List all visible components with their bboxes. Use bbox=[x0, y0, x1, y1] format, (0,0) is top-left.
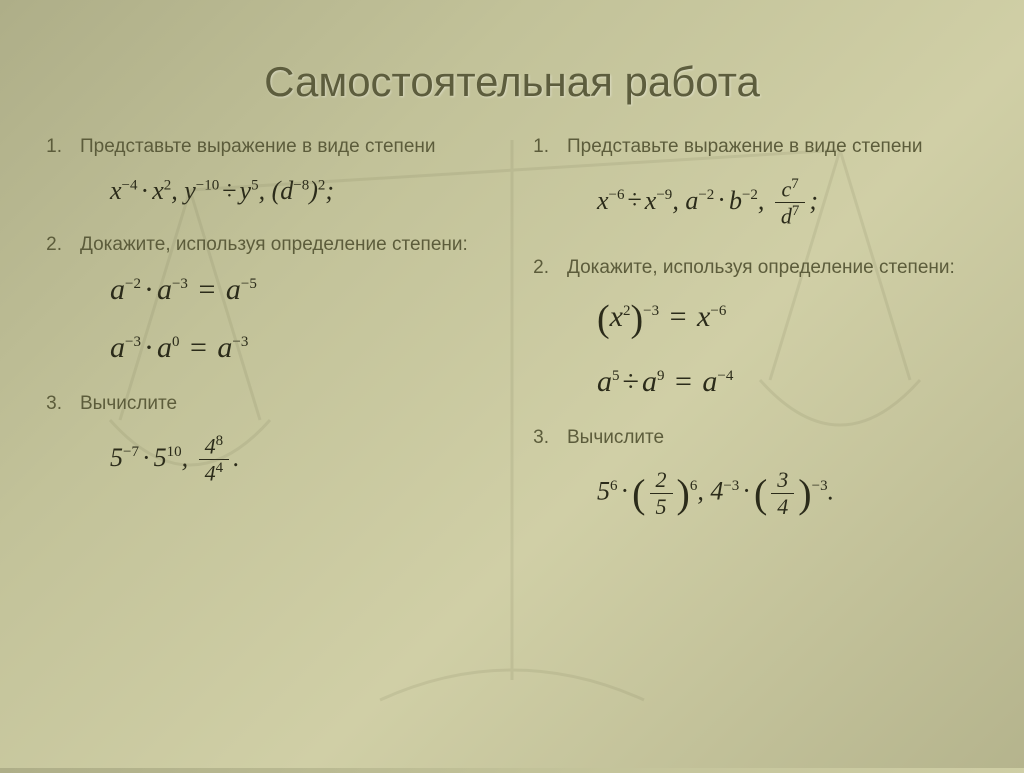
right-column: 1. Представьте выражение в виде степени … bbox=[527, 134, 984, 546]
item-text: Представьте выражение в виде степени bbox=[567, 134, 984, 160]
right-q2-formula-1: (x2)−3 = x−6 bbox=[527, 289, 984, 357]
left-q2-formula-1: a−2·a−3 = a−5 bbox=[40, 265, 497, 323]
item-text: Представьте выражение в виде степени bbox=[80, 134, 497, 160]
right-q3-formula: 56·(25)6, 4−3·(34)−3. bbox=[527, 459, 984, 546]
item-number: 2. bbox=[527, 255, 549, 281]
right-q1-formula: x−6÷x−9, a−2·b−2, c7d7; bbox=[527, 168, 984, 256]
item-number: 3. bbox=[527, 425, 549, 451]
item-text: Докажите, используя определение степени: bbox=[567, 255, 984, 281]
right-q3: 3. Вычислите bbox=[527, 425, 984, 451]
left-q2-formula-2: a−3·a0 = a−3 bbox=[40, 323, 497, 391]
item-number: 2. bbox=[40, 232, 62, 258]
item-number: 1. bbox=[527, 134, 549, 160]
columns: 1. Представьте выражение в виде степени … bbox=[0, 134, 1024, 546]
item-text: Вычислите bbox=[80, 391, 497, 417]
right-q2-formula-2: a5÷a9 = a−4 bbox=[527, 357, 984, 425]
left-q1-formula: x−4·x2, y−10÷y5, (d−8)2; bbox=[40, 168, 497, 232]
left-column: 1. Представьте выражение в виде степени … bbox=[40, 134, 497, 546]
left-q1: 1. Представьте выражение в виде степени bbox=[40, 134, 497, 160]
item-number: 1. bbox=[40, 134, 62, 160]
item-text: Вычислите bbox=[567, 425, 984, 451]
right-q2: 2. Докажите, используя определение степе… bbox=[527, 255, 984, 281]
slide-title: Самостоятельная работа bbox=[0, 0, 1024, 134]
item-text: Докажите, используя определение степени: bbox=[80, 232, 497, 258]
left-q2: 2. Докажите, используя определение степе… bbox=[40, 232, 497, 258]
left-q3: 3. Вычислите bbox=[40, 391, 497, 417]
item-number: 3. bbox=[40, 391, 62, 417]
left-q3-formula: 5−7·510, 4844. bbox=[40, 425, 497, 513]
right-q1: 1. Представьте выражение в виде степени bbox=[527, 134, 984, 160]
